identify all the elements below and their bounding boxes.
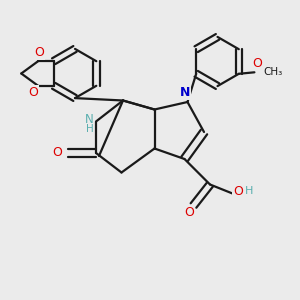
Text: O: O (184, 206, 194, 220)
Text: CH₃: CH₃ (263, 67, 283, 77)
Text: N: N (85, 112, 94, 126)
Text: O: O (29, 86, 38, 99)
Text: N: N (180, 86, 190, 99)
Text: O: O (52, 146, 62, 160)
Text: O: O (233, 184, 243, 198)
Text: O: O (35, 46, 44, 59)
Text: O: O (252, 57, 262, 70)
Text: H: H (245, 185, 253, 196)
Text: H: H (85, 124, 93, 134)
